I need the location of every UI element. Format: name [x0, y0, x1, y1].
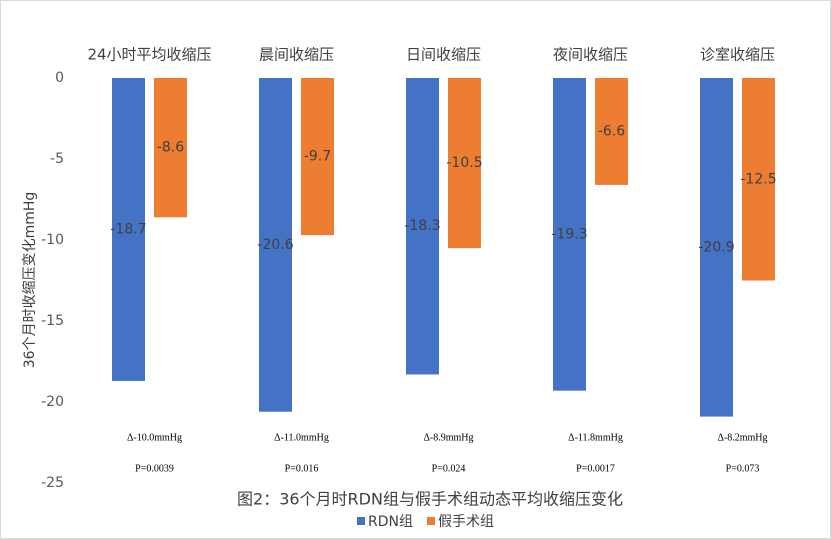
data-label: -19.3 [551, 226, 587, 242]
bar [553, 78, 586, 391]
delta-annotation: Δ-8.2mmHg [717, 432, 767, 443]
y-tick-label: 0 [55, 70, 64, 86]
p-annotation: P=0.024 [432, 463, 466, 474]
data-label: -18.3 [404, 218, 440, 234]
y-tick-label: -10 [41, 232, 64, 248]
legend-swatch [426, 517, 435, 525]
chart-title: 图2：36个月时RDN组与假手术组动态平均收缩压变化 [237, 490, 623, 509]
data-label: -10.5 [446, 155, 482, 171]
bar [595, 78, 628, 185]
data-label: -20.9 [698, 239, 734, 255]
bar [448, 78, 481, 249]
y-tick-label: -5 [50, 151, 64, 167]
bar [700, 78, 733, 417]
bar [154, 78, 187, 218]
delta-annotation: Δ-11.8mmHg [568, 432, 623, 443]
y-tick-label: -15 [41, 313, 64, 329]
y-axis-label: 36个月时收缩压变化mmHg [22, 192, 38, 369]
bar [112, 78, 145, 381]
delta-annotation: Δ-10.0mmHg [127, 432, 182, 443]
x-category-label: 晨间收缩压 [259, 46, 334, 64]
p-annotation: P=0.0017 [576, 463, 615, 474]
x-category-label: 日间收缩压 [406, 46, 481, 64]
x-category-label: 诊室收缩压 [700, 46, 775, 64]
data-label: -18.7 [110, 221, 146, 237]
bar [259, 78, 292, 412]
legend-label: 假手术组 [438, 514, 494, 530]
delta-annotation: Δ-8.9mmHg [423, 432, 473, 443]
legend-label: RDN组 [368, 514, 413, 530]
data-label: -12.5 [740, 171, 776, 187]
data-label: -20.6 [257, 237, 293, 253]
data-label: -6.6 [598, 123, 625, 139]
p-annotation: P=0.0039 [135, 463, 174, 474]
data-label: -8.6 [157, 140, 184, 156]
x-category-label: 24小时平均收缩压 [87, 46, 211, 64]
bar [406, 78, 439, 375]
x-category-label: 夜间收缩压 [553, 46, 628, 64]
bar [742, 78, 775, 281]
p-annotation: P=0.016 [285, 463, 319, 474]
legend-swatch [357, 517, 365, 525]
p-annotation: P=0.073 [726, 463, 760, 474]
y-tick-label: -25 [41, 475, 64, 491]
data-label: -9.7 [304, 149, 331, 165]
y-tick-label: -20 [41, 394, 64, 410]
bar [301, 78, 334, 236]
delta-annotation: Δ-11.0mmHg [274, 432, 329, 443]
